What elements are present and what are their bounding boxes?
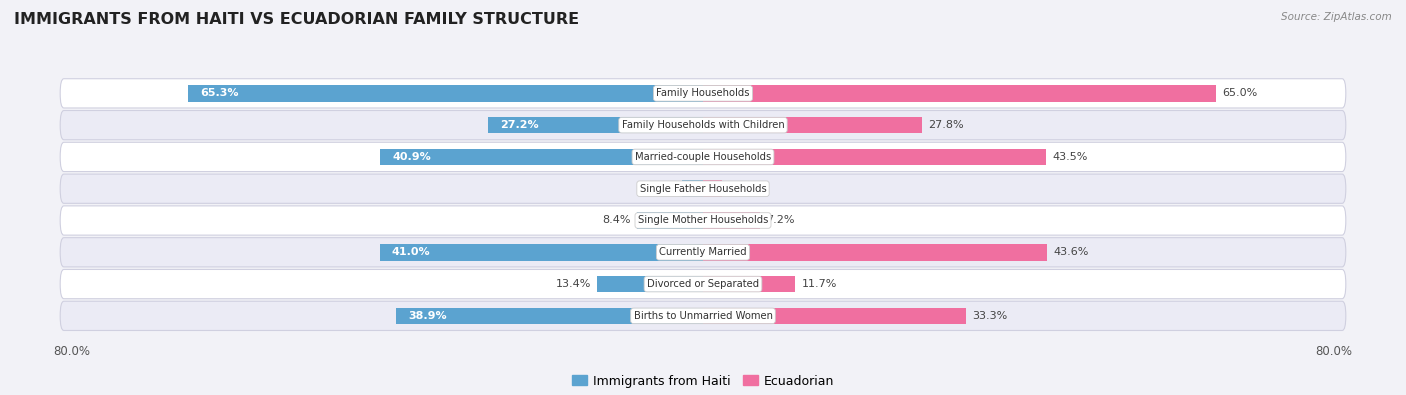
- Text: Family Households: Family Households: [657, 88, 749, 98]
- Bar: [380, 244, 703, 261]
- Bar: [682, 181, 703, 197]
- Text: Currently Married: Currently Married: [659, 247, 747, 257]
- FancyBboxPatch shape: [60, 206, 1346, 235]
- Text: 65.3%: 65.3%: [200, 88, 238, 98]
- Text: 7.2%: 7.2%: [766, 216, 794, 226]
- Legend: Immigrants from Haiti, Ecuadorian: Immigrants from Haiti, Ecuadorian: [567, 370, 839, 393]
- Bar: [703, 244, 1047, 261]
- Text: 40.9%: 40.9%: [392, 152, 432, 162]
- Text: 13.4%: 13.4%: [555, 279, 591, 289]
- Text: 2.6%: 2.6%: [648, 184, 676, 194]
- Text: 65.0%: 65.0%: [1222, 88, 1257, 98]
- FancyBboxPatch shape: [60, 174, 1346, 203]
- Text: 43.6%: 43.6%: [1053, 247, 1088, 257]
- Text: 38.9%: 38.9%: [408, 311, 447, 321]
- Text: 27.2%: 27.2%: [501, 120, 538, 130]
- Text: 41.0%: 41.0%: [391, 247, 430, 257]
- FancyBboxPatch shape: [60, 238, 1346, 267]
- FancyBboxPatch shape: [60, 79, 1346, 108]
- Bar: [637, 212, 703, 229]
- Bar: [703, 308, 966, 324]
- Bar: [381, 149, 703, 165]
- Bar: [703, 212, 759, 229]
- Bar: [396, 308, 703, 324]
- Bar: [703, 181, 721, 197]
- FancyBboxPatch shape: [60, 301, 1346, 331]
- Bar: [488, 117, 703, 134]
- Text: Family Households with Children: Family Households with Children: [621, 120, 785, 130]
- Bar: [703, 85, 1216, 102]
- Text: 2.4%: 2.4%: [728, 184, 756, 194]
- Text: Source: ZipAtlas.com: Source: ZipAtlas.com: [1281, 12, 1392, 22]
- Bar: [703, 149, 1046, 165]
- Text: 8.4%: 8.4%: [602, 216, 630, 226]
- FancyBboxPatch shape: [60, 269, 1346, 299]
- Text: IMMIGRANTS FROM HAITI VS ECUADORIAN FAMILY STRUCTURE: IMMIGRANTS FROM HAITI VS ECUADORIAN FAMI…: [14, 12, 579, 27]
- Text: Married-couple Households: Married-couple Households: [636, 152, 770, 162]
- Text: 27.8%: 27.8%: [928, 120, 965, 130]
- Bar: [188, 85, 703, 102]
- Text: Single Father Households: Single Father Households: [640, 184, 766, 194]
- Text: 33.3%: 33.3%: [972, 311, 1007, 321]
- Bar: [598, 276, 703, 292]
- FancyBboxPatch shape: [60, 142, 1346, 171]
- Text: 43.5%: 43.5%: [1053, 152, 1088, 162]
- Bar: [703, 276, 796, 292]
- FancyBboxPatch shape: [60, 111, 1346, 140]
- Bar: [703, 117, 922, 134]
- Text: 11.7%: 11.7%: [801, 279, 837, 289]
- Text: Divorced or Separated: Divorced or Separated: [647, 279, 759, 289]
- Text: Births to Unmarried Women: Births to Unmarried Women: [634, 311, 772, 321]
- Text: Single Mother Households: Single Mother Households: [638, 216, 768, 226]
